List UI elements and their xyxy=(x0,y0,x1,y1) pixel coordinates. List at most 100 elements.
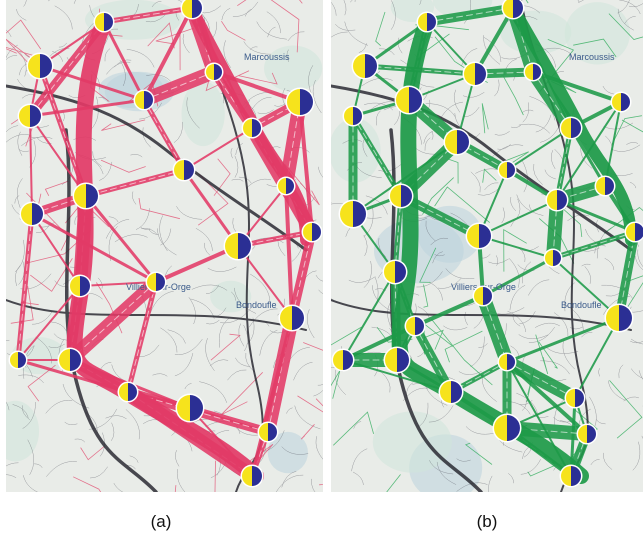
road-segment xyxy=(111,422,115,441)
node-marker-yellow xyxy=(353,54,365,78)
land-patch xyxy=(181,80,225,147)
flow-link xyxy=(473,6,515,76)
flow-link-highlight xyxy=(552,231,636,259)
road-segment xyxy=(245,8,253,17)
road-segment xyxy=(12,404,29,418)
road-segment xyxy=(585,228,606,247)
boundary-line xyxy=(270,0,300,53)
boundary-line xyxy=(27,364,56,402)
flow-link xyxy=(552,257,620,319)
node-marker-yellow xyxy=(418,13,427,31)
road-segment xyxy=(509,285,526,311)
road-segment xyxy=(429,281,443,301)
road-segment xyxy=(335,24,356,31)
node-marker-yellow xyxy=(547,190,557,210)
road-segment xyxy=(617,0,630,14)
road-segment xyxy=(313,389,323,397)
node-marker xyxy=(416,11,438,33)
node-marker xyxy=(443,128,471,156)
road-segment xyxy=(250,96,272,111)
road-segment xyxy=(364,102,394,111)
road-segment xyxy=(478,343,488,348)
node-marker xyxy=(497,352,517,372)
road-segment xyxy=(97,277,103,289)
node-marker xyxy=(523,62,543,82)
road-segment xyxy=(381,371,391,393)
node-marker xyxy=(26,52,54,80)
node-marker-yellow xyxy=(474,287,483,305)
road-segment xyxy=(432,251,443,264)
road-segment xyxy=(176,469,186,492)
node-marker xyxy=(276,176,296,196)
road-segment xyxy=(219,317,230,348)
node-marker-yellow xyxy=(385,348,397,372)
road-segment xyxy=(176,206,203,220)
road-segment xyxy=(497,144,511,150)
road-segment xyxy=(175,449,180,467)
node-marker-yellow xyxy=(499,354,507,370)
road-segment xyxy=(182,33,190,54)
road-segment xyxy=(6,462,19,467)
road-segment xyxy=(286,407,293,414)
road-segment xyxy=(363,234,368,257)
road-segment xyxy=(195,228,213,251)
node-marker-yellow xyxy=(626,223,635,241)
node-marker xyxy=(145,271,167,293)
road-segment xyxy=(27,439,34,476)
road-segment xyxy=(464,311,469,326)
flow-link-highlight xyxy=(426,7,514,23)
road-segment xyxy=(18,148,29,152)
map-panel-a: MarcoussisVilliers-sur-OrgeBondoufle xyxy=(6,0,323,492)
road-segment xyxy=(437,277,462,289)
node-marker-blue xyxy=(292,306,304,330)
road-segment xyxy=(315,274,323,282)
node-marker-blue xyxy=(104,13,113,31)
caption-a: (a) xyxy=(150,512,172,531)
road-segment xyxy=(23,0,27,7)
node-marker-yellow xyxy=(467,224,479,248)
node-marker-blue xyxy=(401,185,412,207)
road-segment xyxy=(113,482,124,492)
node-marker-blue xyxy=(300,89,313,115)
road-segment xyxy=(167,329,186,344)
road-segment xyxy=(590,459,600,466)
road-segment xyxy=(174,338,203,356)
node-marker xyxy=(278,304,306,332)
flow-link xyxy=(31,213,81,287)
node-marker-blue xyxy=(475,63,486,85)
road-segment xyxy=(343,0,347,16)
boundary-line xyxy=(303,342,323,351)
road-segment xyxy=(482,376,497,402)
flow-link xyxy=(298,100,314,234)
land-patch xyxy=(264,45,323,92)
road-segment xyxy=(114,234,148,243)
boundary-line xyxy=(464,442,493,465)
road-segment xyxy=(204,242,211,256)
road-segment xyxy=(21,136,53,147)
node-marker-yellow xyxy=(59,349,70,371)
road-segment xyxy=(608,380,626,401)
node-marker xyxy=(462,61,488,87)
road-segment xyxy=(424,137,431,151)
road-segment xyxy=(352,471,364,486)
flow-link-highlight xyxy=(506,427,588,435)
road-segment xyxy=(617,8,634,31)
road-segment xyxy=(604,257,615,270)
road-segment xyxy=(174,353,194,377)
road-segment xyxy=(635,255,643,271)
road-segment xyxy=(516,198,521,219)
road-segment xyxy=(501,207,505,224)
road-segment xyxy=(463,0,472,24)
road-segment xyxy=(275,474,304,492)
flow-link-highlight xyxy=(474,71,534,75)
flow-link xyxy=(413,294,485,328)
road-segment xyxy=(6,55,18,60)
node-marker-yellow xyxy=(182,0,192,18)
flow-link xyxy=(183,127,253,171)
node-marker xyxy=(19,201,45,227)
road-segment xyxy=(23,475,38,492)
road-segment xyxy=(234,287,257,314)
road-segment xyxy=(470,171,481,193)
road-segment xyxy=(19,51,27,77)
highway xyxy=(331,84,633,252)
